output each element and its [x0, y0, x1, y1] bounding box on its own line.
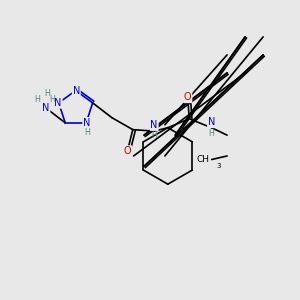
- Text: 3: 3: [217, 163, 221, 169]
- Text: N: N: [83, 118, 91, 128]
- Text: N: N: [55, 98, 62, 108]
- Text: H: H: [34, 95, 40, 104]
- Text: H: H: [44, 89, 50, 98]
- Text: H: H: [84, 128, 90, 137]
- Text: H: H: [208, 129, 214, 138]
- Text: H: H: [50, 95, 56, 104]
- Text: N: N: [42, 103, 50, 113]
- Text: H: H: [151, 131, 157, 140]
- Text: CH: CH: [196, 155, 209, 164]
- Text: O: O: [184, 92, 192, 102]
- Text: O: O: [124, 146, 131, 156]
- Text: N: N: [208, 117, 215, 128]
- Text: N: N: [151, 120, 158, 130]
- Text: N: N: [73, 85, 80, 96]
